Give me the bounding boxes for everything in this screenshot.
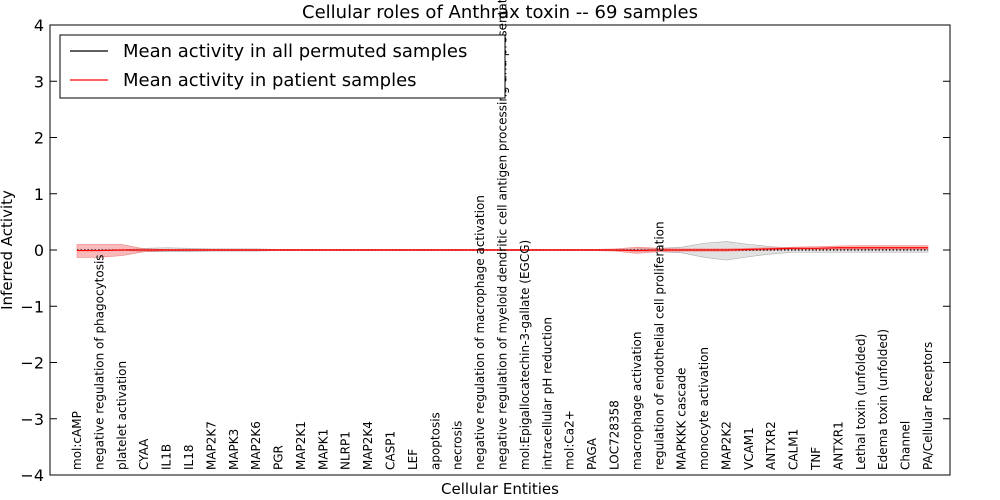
plot-area: mol:cAMP negative regulation of phagocyto… bbox=[49, 0, 951, 476]
category-label: Lethal toxin (unfolded) bbox=[854, 334, 868, 470]
category-label: MAP2K7 bbox=[204, 421, 218, 470]
category-label: regulation of endothelial cell prolifera… bbox=[652, 221, 666, 470]
category-label: MAP2K6 bbox=[249, 421, 263, 470]
category-label: MAPKKK cascade bbox=[675, 368, 689, 470]
category-label: NLRP1 bbox=[339, 431, 353, 470]
legend-entry-permuted: Mean activity in all permuted samples bbox=[123, 41, 467, 62]
category-label: PA/Cellular Receptors bbox=[921, 342, 935, 470]
category-label: platelet activation bbox=[115, 361, 129, 470]
category-label: CALM1 bbox=[787, 429, 801, 470]
series-line-patient bbox=[77, 247, 928, 252]
category-label: PGR bbox=[272, 445, 286, 470]
y-tick-label: 2 bbox=[34, 129, 44, 148]
y-tick-label: 0 bbox=[34, 241, 44, 260]
category-label: MAPK3 bbox=[227, 429, 241, 470]
y-tick-label: 1 bbox=[34, 185, 44, 204]
category-label: MAP2K4 bbox=[361, 421, 375, 470]
category-label: intracellular pH reduction bbox=[540, 317, 554, 470]
y-axis: −4 −3 −2 −1 0 1 2 3 4 bbox=[20, 16, 950, 485]
category-label: necrosis bbox=[451, 421, 465, 470]
category-label: CASP1 bbox=[384, 431, 398, 470]
category-label: LEF bbox=[406, 449, 420, 470]
category-label: monocyte activation bbox=[697, 347, 711, 470]
category-labels: mol:cAMP negative regulation of phagocyto… bbox=[70, 0, 935, 471]
y-axis-label: Inferred Activity bbox=[0, 190, 16, 310]
category-label: MAP2K2 bbox=[719, 421, 733, 470]
category-label: MAPK1 bbox=[316, 429, 330, 470]
category-label: Channel bbox=[899, 421, 913, 470]
category-label: mol:cAMP bbox=[70, 411, 84, 470]
category-label: macrophage activation bbox=[630, 332, 644, 470]
category-label: IL1B bbox=[160, 444, 174, 470]
category-label: LOC728358 bbox=[607, 400, 621, 470]
series-lines bbox=[77, 247, 928, 252]
y-tick-label: −4 bbox=[20, 466, 44, 485]
y-tick-label: −3 bbox=[20, 410, 44, 429]
y-tick-label: −2 bbox=[20, 354, 44, 373]
category-label: mol:Ca2+ bbox=[563, 410, 577, 470]
category-label: mol:Epigallocatechin-3-gallate (EGCG) bbox=[518, 240, 532, 470]
category-label: Edema toxin (unfolded) bbox=[876, 329, 890, 470]
legend-entry-patient: Mean activity in patient samples bbox=[123, 70, 417, 91]
y-tick-label: 4 bbox=[34, 16, 44, 35]
category-label: MAP2K1 bbox=[294, 421, 308, 470]
y-tick-label: −1 bbox=[20, 297, 44, 316]
category-label: PAGA bbox=[585, 437, 599, 470]
category-label: negative regulation of macrophage activa… bbox=[473, 195, 487, 470]
x-axis-label: Cellular Entities bbox=[441, 480, 559, 498]
category-label: negative regulation of phagocytosis bbox=[92, 254, 106, 470]
category-label: negative regulation of myeloid dendritic… bbox=[496, 0, 510, 470]
category-label: TNF bbox=[809, 447, 823, 471]
category-label: CYAA bbox=[137, 438, 151, 470]
category-label: apoptosis bbox=[428, 412, 442, 470]
legend-frame bbox=[59, 34, 506, 99]
y-tick-label: 3 bbox=[34, 72, 44, 91]
legend: Mean activity in all permuted samples Me… bbox=[59, 34, 506, 99]
category-label: VCAM1 bbox=[742, 427, 756, 470]
chart-title: Cellular roles of Anthrax toxin -- 69 sa… bbox=[302, 2, 698, 23]
category-label: IL18 bbox=[182, 445, 196, 471]
category-label: ANTXR1 bbox=[831, 421, 845, 470]
category-label: ANTXR2 bbox=[764, 421, 778, 470]
